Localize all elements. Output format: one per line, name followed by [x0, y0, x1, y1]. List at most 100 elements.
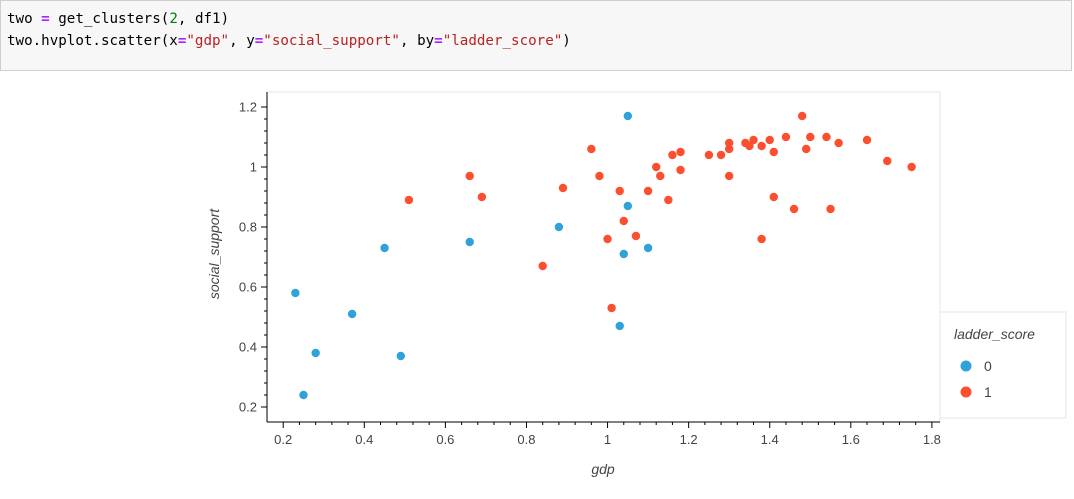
scatter-point-series-1[interactable] — [676, 147, 685, 157]
scatter-point-series-1[interactable] — [781, 132, 791, 142]
y-tick-label: 1 — [250, 160, 257, 175]
legend-label-0[interactable]: 0 — [984, 358, 992, 374]
legend[interactable]: ladder_score 01 — [939, 311, 1067, 419]
code-token-sep: , — [229, 33, 247, 49]
x-axis: 0.2 0.4 0.6 0.8 1 1.2 1.4 1.6 1.8 — [267, 421, 941, 447]
scatter-point-series-1[interactable] — [826, 204, 835, 214]
scatter-point-series-1[interactable] — [558, 183, 568, 193]
scatter-point-series-1[interactable] — [477, 192, 487, 202]
x-tick-label: 1.6 — [842, 432, 860, 447]
scatter-point-series-1[interactable] — [765, 135, 774, 145]
code-token-call: get_clusters( — [58, 11, 170, 27]
x-tick-label: 0.8 — [517, 432, 535, 447]
code-cell-input[interactable]: two = get_clusters(2, df1) two.hvplot.sc… — [0, 0, 1072, 71]
code-token-kw-by: by — [417, 33, 435, 49]
scatter-point-series-1[interactable] — [883, 156, 892, 166]
scatter-point-series-1[interactable] — [769, 192, 778, 202]
scatter-point-series-1[interactable] — [656, 171, 665, 181]
plot-area[interactable] — [266, 91, 941, 423]
scatter-point-series-1[interactable] — [862, 135, 872, 145]
scatter-point-series-1[interactable] — [538, 261, 547, 271]
scatter-point-series-1[interactable] — [797, 111, 807, 121]
y-tick-label: 1.2 — [239, 100, 257, 115]
code-token-operator: = — [254, 33, 264, 49]
code-editor[interactable]: two = get_clusters(2, df1) two.hvplot.sc… — [7, 8, 571, 52]
scatter-point-series-1[interactable] — [749, 135, 758, 145]
x-tick-label: 1.4 — [761, 432, 779, 447]
scatter-point-series-0[interactable] — [623, 111, 633, 121]
code-token-string-social: "social_support" — [263, 33, 400, 49]
code-token-kw-y: y — [246, 33, 255, 49]
scatter-point-series-1[interactable] — [595, 171, 604, 181]
scatter-point-series-1[interactable] — [716, 150, 726, 160]
scatter-point-series-1[interactable] — [802, 144, 811, 154]
x-tick-label: 0.4 — [355, 432, 373, 447]
x-tick-label: 0.2 — [274, 432, 292, 447]
scatter-point-series-1[interactable] — [465, 171, 474, 181]
y-tick-label: 0.8 — [239, 220, 257, 235]
x-tick-label: 1 — [604, 432, 611, 447]
scatter-point-series-1[interactable] — [615, 186, 624, 196]
scatter-point-series-1[interactable] — [822, 132, 831, 142]
y-axis-label: social_support — [206, 208, 222, 299]
code-token-string-gdp: "gdp" — [186, 33, 230, 49]
y-tick-label: 0.4 — [239, 340, 257, 355]
scatter-point-series-0[interactable] — [396, 351, 405, 361]
legend-title: ladder_score — [954, 326, 1035, 342]
scatter-plot[interactable]: 0.2 0.4 0.6 0.8 1 1.2 1.4 1.6 1.8 0.2 0.4 0.6 0.8 1 1… — [0, 80, 1074, 494]
x-axis-label: gdp — [591, 461, 615, 477]
scatter-point-series-0[interactable] — [347, 309, 357, 319]
code-token-close: ) — [562, 33, 571, 49]
scatter-point-series-1[interactable] — [704, 150, 714, 160]
cell-output: 0.2 0.4 0.6 0.8 1 1.2 1.4 1.6 1.8 0.2 0.4 0.6 0.8 1 1… — [0, 80, 1074, 494]
scatter-point-series-1[interactable] — [757, 141, 766, 151]
y-tick-label: 0.2 — [239, 400, 257, 415]
scatter-point-series-1[interactable] — [607, 303, 616, 313]
scatter-point-series-1[interactable] — [757, 234, 766, 244]
scatter-point-series-0[interactable] — [311, 348, 320, 358]
scatter-point-series-0[interactable] — [299, 390, 308, 400]
scatter-point-series-0[interactable] — [291, 288, 300, 298]
code-token-number: 2 — [169, 11, 178, 27]
scatter-point-series-1[interactable] — [907, 162, 916, 172]
scatter-point-series-1[interactable] — [603, 234, 612, 244]
scatter-point-series-1[interactable] — [806, 132, 815, 142]
scatter-point-series-0[interactable] — [615, 321, 624, 331]
legend-box — [939, 311, 1067, 419]
scatter-point-series-1[interactable] — [834, 138, 843, 148]
scatter-point-series-1[interactable] — [668, 150, 677, 160]
code-token-var: two — [7, 11, 33, 27]
scatter-point-series-1[interactable] — [745, 141, 754, 151]
scatter-point-series-1[interactable] — [664, 195, 673, 205]
x-tick-label: 1.8 — [923, 432, 941, 447]
legend-items: 01 — [960, 358, 992, 400]
scatter-point-series-1[interactable] — [643, 186, 653, 196]
scatter-point-series-0[interactable] — [554, 222, 564, 232]
scatter-point-series-1[interactable] — [676, 165, 685, 175]
x-tick-label: 1.2 — [680, 432, 698, 447]
legend-label-1[interactable]: 1 — [984, 384, 992, 400]
scatter-point-series-1[interactable] — [587, 144, 596, 154]
scatter-point-series-0[interactable] — [643, 243, 653, 253]
scatter-point-series-1[interactable] — [724, 138, 734, 148]
scatter-point-series-1[interactable] — [619, 216, 628, 226]
scatter-point-series-1[interactable] — [631, 231, 641, 241]
code-token-operator: = — [434, 33, 443, 49]
legend-marker-0[interactable] — [960, 360, 972, 372]
scatter-point-series-0[interactable] — [619, 249, 628, 259]
scatter-point-series-0[interactable] — [380, 243, 389, 253]
code-token-prefix: two.hvplot.scatter( — [7, 33, 170, 49]
scatter-point-series-1[interactable] — [724, 144, 734, 154]
code-token-rest: , df1) — [177, 11, 230, 27]
code-token-string-ladder: "ladder_score" — [442, 33, 563, 49]
code-token-kw-x: x — [169, 33, 178, 49]
scatter-point-series-1[interactable] — [404, 195, 414, 205]
scatter-point-series-1[interactable] — [724, 171, 734, 181]
scatter-point-series-1[interactable] — [789, 204, 799, 214]
scatter-point-series-1[interactable] — [769, 147, 778, 157]
scatter-point-series-1[interactable] — [652, 162, 661, 172]
y-axis: 0.2 0.4 0.6 0.8 1 1.2 — [239, 92, 268, 422]
scatter-point-series-0[interactable] — [623, 201, 633, 211]
scatter-point-series-0[interactable] — [465, 237, 474, 247]
legend-marker-1[interactable] — [960, 386, 972, 398]
